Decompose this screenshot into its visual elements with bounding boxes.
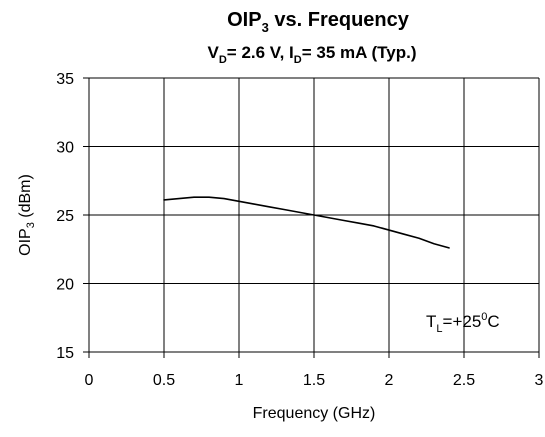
x-tick-label: 0 — [85, 372, 94, 389]
x-tick-label: 0.5 — [153, 372, 175, 389]
x-tick-label: 2 — [385, 372, 394, 389]
y-tick-label: 30 — [56, 140, 74, 157]
y-tick-label: 35 — [56, 71, 74, 88]
subtitle-vd-subscript: D — [219, 54, 227, 66]
x-axis-label: Frequency (GHz) — [253, 405, 376, 422]
y-axis-label: OIP3 (dBm) — [17, 174, 37, 256]
annotation-mid: =+25 — [443, 312, 482, 331]
title-subscript: 3 — [262, 20, 269, 35]
title-rest: vs. Frequency — [269, 9, 410, 31]
ylabel-base: OIP — [17, 228, 34, 256]
x-tick-label: 2.5 — [453, 372, 475, 389]
title-base: OIP — [227, 9, 261, 31]
x-tick-label: 1 — [235, 372, 244, 389]
y-tick-label: 25 — [56, 208, 74, 225]
chart-subtitle: VD= 2.6 V, ID= 35 mA (Typ.) — [208, 43, 417, 66]
y-tick-label: 20 — [56, 277, 74, 294]
x-tick-label: 3 — [535, 372, 544, 389]
subtitle-vd-base: V — [208, 43, 220, 62]
annotation-base: T — [426, 312, 436, 331]
subtitle-id-rest: = 35 mA (Typ.) — [302, 43, 417, 62]
subtitle-vd-rest: = 2.6 V, I — [227, 43, 294, 62]
y-tick-label: 15 — [56, 345, 74, 362]
x-tick-label: 1.5 — [303, 372, 325, 389]
subtitle-id-subscript: D — [294, 54, 302, 66]
chart-title: OIP3 vs. Frequency — [227, 9, 410, 35]
ylabel-rest: (dBm) — [17, 174, 34, 222]
annotation-rest: C — [487, 312, 499, 331]
